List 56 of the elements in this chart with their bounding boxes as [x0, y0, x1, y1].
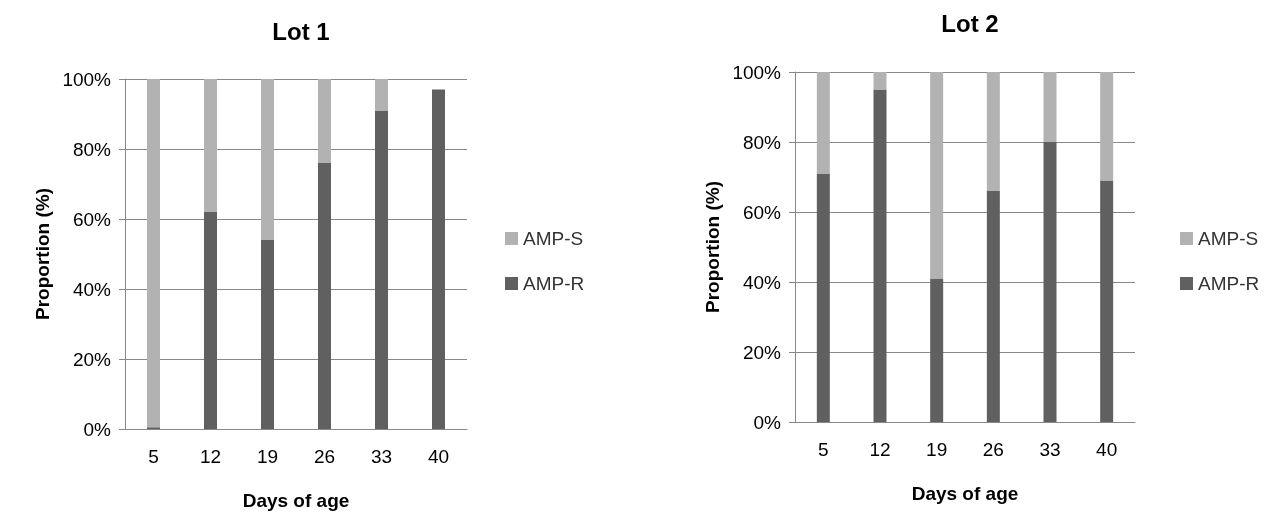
y-tick-label: 100%	[62, 68, 112, 90]
x-tick-label: 33	[1039, 439, 1061, 460]
y-tick-label: 40%	[72, 278, 112, 300]
bar	[1100, 72, 1114, 181]
x-axis-title: Days of age	[242, 490, 350, 511]
legend-label: AMP-R	[523, 273, 585, 294]
y-tick-label: 20%	[72, 348, 112, 370]
bar	[873, 72, 887, 90]
x-tick-label: 33	[370, 446, 393, 467]
bar	[873, 89, 887, 422]
x-tick-label: 19	[256, 446, 279, 467]
x-tick-label: 19	[926, 439, 948, 460]
bar	[432, 89, 445, 429]
x-tick-label: 40	[427, 446, 450, 467]
x-tick-label: 26	[313, 446, 336, 467]
bar	[1043, 142, 1057, 422]
chart-title: Lot 1	[272, 17, 330, 45]
bar	[318, 79, 331, 163]
bar	[318, 163, 331, 429]
x-axis-title: Days of age	[911, 483, 1019, 504]
y-tick-label: 0%	[753, 411, 782, 433]
y-tick-label: 60%	[72, 208, 112, 230]
bar	[930, 278, 944, 422]
y-axis-title: Proportion (%)	[701, 181, 723, 313]
bar	[204, 79, 217, 212]
legend-label: AMP-S	[523, 228, 584, 249]
y-tick-label: 80%	[742, 131, 782, 153]
bar	[147, 79, 160, 428]
legend-label: AMP-S	[1198, 228, 1259, 249]
bar	[375, 79, 388, 111]
y-axis-title: Proportion (%)	[31, 188, 53, 320]
bar	[261, 240, 274, 429]
bar	[1043, 72, 1057, 142]
chart-title: Lot 2	[941, 9, 999, 37]
bar	[375, 110, 388, 429]
bar	[986, 191, 1000, 422]
legend-label: AMP-R	[1198, 273, 1260, 294]
y-tick-label: 60%	[742, 201, 782, 223]
x-tick-label: 12	[869, 439, 891, 460]
y-tick-label: 100%	[732, 61, 782, 83]
bar	[986, 72, 1000, 191]
y-tick-label: 20%	[742, 341, 782, 363]
y-tick-label: 40%	[742, 271, 782, 293]
y-tick-label: 0%	[83, 418, 112, 440]
y-tick-label: 80%	[72, 138, 112, 160]
x-tick-label: 26	[982, 439, 1004, 460]
x-tick-label: 12	[199, 446, 222, 467]
x-tick-label: 5	[818, 439, 829, 460]
bar	[816, 173, 830, 422]
bar	[261, 79, 274, 240]
bar	[816, 72, 830, 174]
x-tick-label: 40	[1096, 439, 1118, 460]
x-tick-label: 5	[148, 446, 159, 467]
bar	[1100, 180, 1114, 422]
bar	[204, 212, 217, 429]
bar	[930, 72, 944, 279]
